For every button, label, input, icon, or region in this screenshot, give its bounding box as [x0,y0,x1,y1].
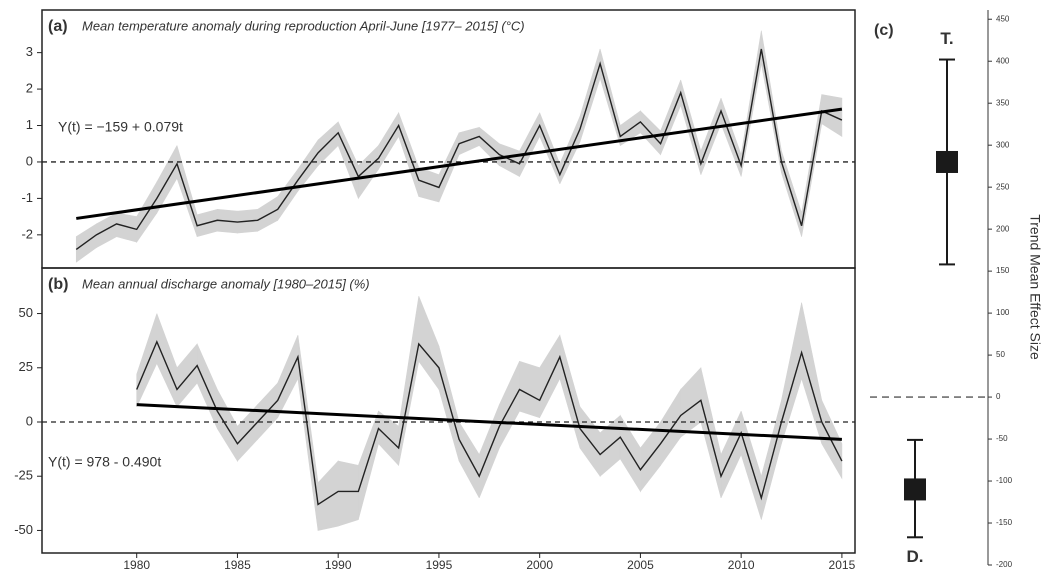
confidence-band [398,296,420,466]
y-tick-label: 3 [26,44,33,59]
y-tick-label: -100 [996,476,1013,485]
trend-equation: Y(t) = 978 - 0.490t [48,454,161,470]
y-tick-label: 450 [996,14,1010,23]
y-tick-label: 0 [26,413,33,428]
trend-line [76,107,843,220]
confidence-band [458,420,480,499]
confidence-band [499,361,520,449]
confidence-band [116,212,137,243]
y-tick-label: -50 [996,434,1008,443]
panel-frame [41,267,856,554]
x-tick-label: 2000 [526,558,553,572]
confidence-band [418,296,440,391]
confidence-band [358,144,379,200]
y-tick-label: 50 [19,305,33,320]
anomaly-line [136,339,843,506]
y-tick-label: 1 [26,117,33,132]
y-tick-label: 400 [996,56,1010,65]
y-tick-label: 25 [19,359,33,374]
y-tick-label: -200 [996,560,1013,569]
panel-label: (b) [48,276,68,293]
x-tick-label: 2010 [728,558,755,572]
confidence-band [96,212,117,249]
confidence-band [358,411,379,520]
panel-title: Mean temperature anomaly during reproduc… [82,18,525,33]
panel-label: (a) [48,18,68,35]
confidence-band [660,388,682,467]
confidence-band [216,389,238,463]
confidence-band [277,335,299,418]
category-label: T. [940,29,953,48]
confidence-band [196,343,218,429]
x-tick-label: 1995 [426,558,453,572]
confidence-band [176,343,198,408]
mean-marker [936,150,958,173]
y-tick-label: -150 [996,518,1013,527]
y-tick-label: -1 [21,190,33,205]
confidence-band [257,196,279,232]
trend-line [136,403,842,441]
confidence-band [337,460,359,527]
y-tick-label: 300 [996,140,1010,149]
x-tick-label: 1980 [123,558,150,572]
confidence-band [539,334,561,418]
y-tick-label: 350 [996,98,1010,107]
y-tick-label: 150 [996,266,1010,275]
y-tick-label: 2 [26,81,33,96]
x-tick-label: 1985 [224,558,251,572]
y-axis-title: Trend Mean Effect Size [1027,214,1043,360]
y-tick-label: 0 [996,392,1001,401]
panel-label: (c) [874,22,894,39]
x-tick-label: 2015 [829,558,856,572]
confidence-band [337,121,359,199]
y-tick-label: 0 [26,153,33,168]
y-tick-label: 250 [996,182,1010,191]
mean-marker [904,478,926,501]
trend-equation: Y(t) = −159 + 0.079t [58,119,183,135]
confidence-band [317,460,339,531]
confidence-band [136,180,158,244]
panel-title: Mean annual discharge anomaly [1980–2015… [82,276,370,291]
confidence-band [519,360,540,419]
y-tick-label: -2 [21,226,33,241]
confidence-band [136,313,158,407]
confidence-band [75,223,97,263]
confidence-band [458,126,480,156]
y-tick-label: -50 [14,522,33,537]
confidence-band [176,145,198,237]
confidence-band [156,313,178,407]
y-tick-label: 100 [996,308,1010,317]
y-tick-label: -25 [14,468,33,483]
x-tick-label: 2005 [627,558,654,572]
confidence-band [156,145,178,215]
category-label: D. [907,547,924,566]
confidence-band [599,48,621,146]
confidence-band [499,143,520,178]
confidence-band [418,166,440,203]
x-tick-label: 1990 [325,558,352,572]
y-tick-label: 200 [996,224,1010,233]
y-tick-label: 50 [996,350,1005,359]
